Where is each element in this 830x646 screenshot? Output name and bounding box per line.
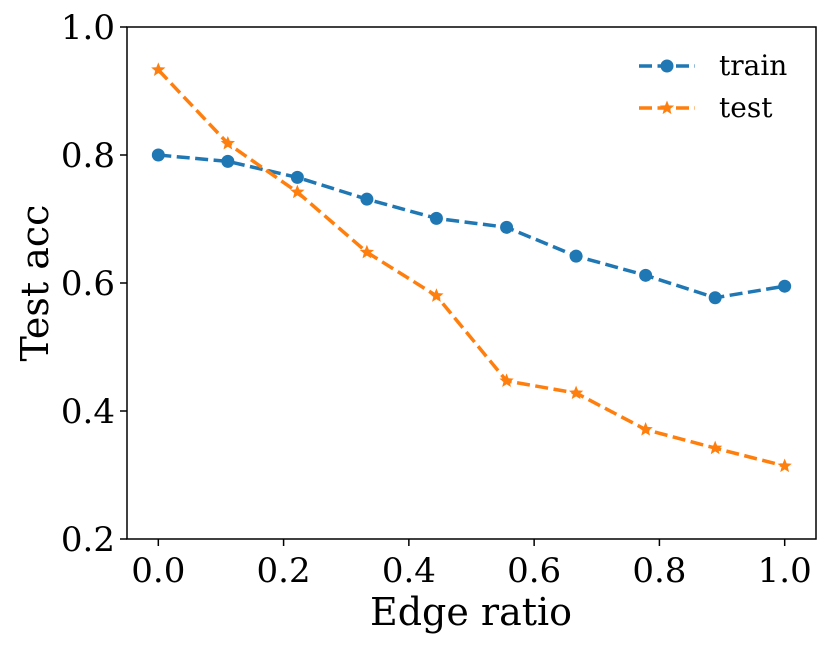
x-tick-label: 1.0	[758, 551, 812, 591]
y-axis-label: Test acc	[13, 205, 57, 362]
y-tick-label: 1.0	[61, 8, 115, 48]
series-test	[151, 62, 792, 473]
legend-item-test: test	[639, 91, 773, 124]
data-point-test	[429, 288, 444, 302]
x-axis-label: Edge ratio	[370, 590, 572, 634]
legend-item-train: train	[639, 49, 787, 82]
x-tick-label: 0.4	[382, 551, 436, 591]
data-point-test	[777, 458, 792, 473]
data-point-train	[360, 192, 374, 206]
data-point-test	[220, 135, 235, 150]
data-point-train	[778, 279, 792, 293]
data-point-train	[429, 211, 443, 225]
plot-frame	[126, 26, 817, 540]
data-point-train	[569, 249, 583, 263]
data-point-train	[639, 268, 653, 282]
data-point-train	[290, 170, 304, 184]
legend-marker	[660, 59, 674, 73]
series-line-test	[157, 68, 786, 468]
data-point-test	[568, 385, 584, 400]
data-point-train	[151, 148, 165, 162]
data-point-test	[151, 62, 166, 76]
ticks-layer: 0.0 0.2 0.4 0.6 0.8 1.0 0.2 0.4 0.6 0.8 1.0	[61, 8, 812, 591]
series-layer	[151, 62, 792, 473]
data-point-train	[708, 291, 722, 305]
data-point-train	[221, 154, 235, 168]
x-tick-label: 0.0	[131, 551, 185, 591]
legend-label: test	[719, 91, 773, 124]
data-point-test	[638, 422, 653, 436]
x-tick-label: 0.8	[632, 551, 686, 591]
y-tick-label: 0.8	[61, 136, 115, 176]
data-point-test	[499, 373, 514, 387]
data-point-train	[500, 220, 514, 234]
series-line-train	[158, 153, 785, 300]
data-point-test	[708, 440, 723, 455]
y-tick-label: 0.6	[61, 264, 115, 304]
legend: train test	[639, 49, 787, 124]
x-tick-label: 0.2	[257, 551, 311, 591]
data-point-test	[290, 184, 305, 199]
data-point-test	[359, 244, 375, 259]
y-tick-label: 0.2	[61, 520, 115, 560]
legend-marker	[659, 100, 675, 115]
legend-label: train	[719, 49, 787, 82]
series-train	[151, 148, 792, 305]
y-tick-label: 0.4	[61, 392, 115, 432]
x-tick-label: 0.6	[507, 551, 561, 591]
